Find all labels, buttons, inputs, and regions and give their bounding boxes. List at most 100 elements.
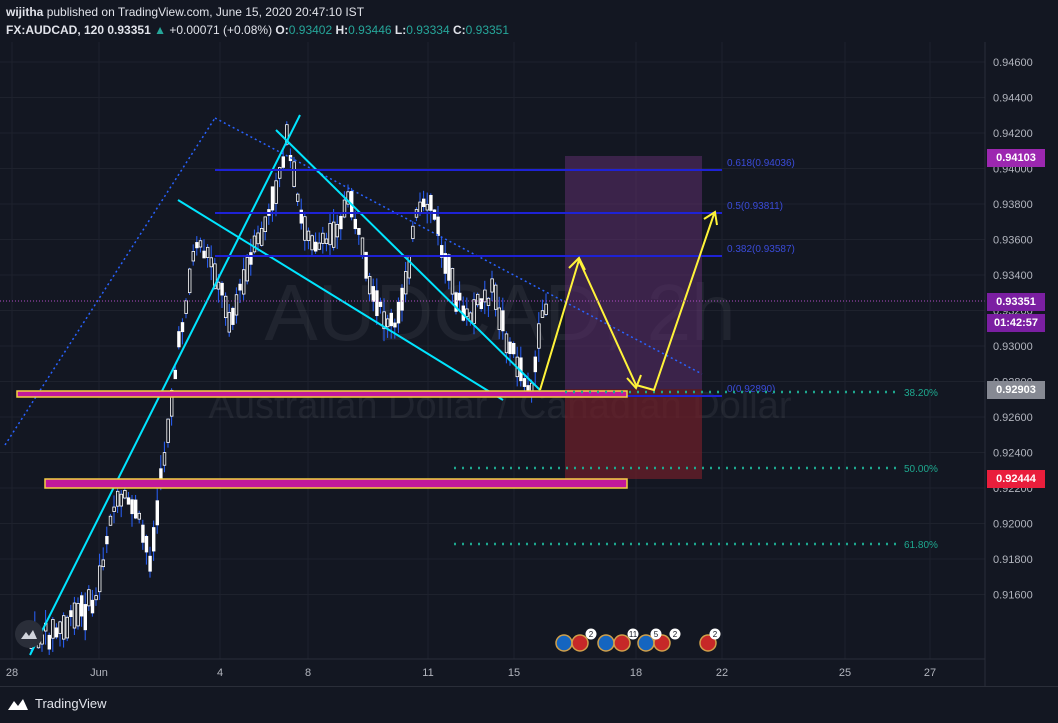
- candle-body: [54, 627, 59, 638]
- candle-body: [493, 284, 498, 310]
- retracement-label: 38.20%: [904, 388, 938, 399]
- candle-body: [94, 595, 98, 601]
- last-price: 0.93351: [107, 23, 151, 37]
- event-flag-icon[interactable]: [613, 634, 631, 652]
- economic-events-row[interactable]: 2 11 5 2 2: [555, 628, 721, 652]
- candle-body: [475, 293, 480, 306]
- candle-body: [544, 303, 548, 315]
- candle-body: [76, 603, 80, 627]
- candle-body: [508, 341, 512, 355]
- candle-body: [123, 490, 127, 499]
- drawings-layer[interactable]: 0.618(0.94036) 0.5(0.93811) 0.382(0.93587)…: [0, 114, 985, 656]
- candle-body: [321, 232, 325, 244]
- event-flag-icon[interactable]: [571, 634, 589, 652]
- candle-body: [292, 161, 296, 187]
- candle-body: [454, 292, 458, 312]
- price-tick-label: 0.94200: [993, 128, 1033, 140]
- candle-body: [425, 203, 429, 211]
- projection-path-arrow[interactable]: [539, 213, 715, 392]
- event-flag-icon[interactable]: [555, 634, 573, 652]
- event-count: 11: [629, 630, 638, 639]
- candle-body: [504, 333, 509, 354]
- target-zone[interactable]: [565, 156, 702, 389]
- support-zone-upper[interactable]: [16, 390, 628, 398]
- candle-body: [198, 240, 203, 248]
- price-change: +0.00071 (+0.08%): [169, 23, 273, 37]
- candle-body: [87, 589, 91, 607]
- candlestick-series: [29, 121, 548, 655]
- dotted-channel-line-right[interactable]: [214, 117, 703, 375]
- retracement-label: 50.00%: [904, 464, 938, 475]
- price-tick-label: 0.93800: [993, 199, 1033, 211]
- candle-body: [234, 294, 239, 316]
- candle-body: [112, 506, 116, 512]
- candle-body: [447, 254, 451, 281]
- tradingview-logo[interactable]: TradingView: [7, 696, 107, 711]
- candle-body: [162, 452, 167, 466]
- candle-body: [303, 216, 307, 241]
- candle-body: [274, 180, 278, 204]
- candle-body: [101, 559, 105, 568]
- event-flag-icon[interactable]: [699, 634, 717, 652]
- falling-trendline-upper[interactable]: [275, 129, 541, 391]
- close-label: C:: [452, 23, 466, 37]
- candle-body: [357, 227, 361, 235]
- rising-trendline[interactable]: [29, 114, 301, 656]
- candle-body: [443, 253, 447, 274]
- time-tick-label: Jun: [90, 667, 108, 679]
- candle-body: [259, 228, 264, 246]
- falling-trendline-lower[interactable]: [177, 199, 504, 401]
- retracement-levels[interactable]: 38.20% 50.00% 61.80%: [454, 388, 938, 551]
- price-tick-label: 0.91600: [993, 590, 1033, 602]
- candle-body: [486, 297, 491, 306]
- candle-body: [116, 490, 120, 507]
- time-tick-label: 8: [305, 667, 311, 679]
- event-count: 5: [654, 630, 659, 639]
- published-text: published on TradingView.com, June 15, 2…: [46, 5, 365, 19]
- tradingview-badge-icon[interactable]: [15, 620, 43, 648]
- stop-zone[interactable]: [565, 389, 702, 479]
- candle-body: [270, 186, 275, 211]
- candle-body: [490, 278, 494, 293]
- publisher-name[interactable]: wijitha: [6, 5, 44, 19]
- candle-body: [58, 621, 62, 634]
- candle-body: [342, 199, 347, 218]
- change-up-icon: ▲: [154, 23, 166, 37]
- candle-body: [148, 555, 152, 572]
- candle-body: [533, 356, 537, 373]
- time-tick-label: 25: [839, 667, 851, 679]
- candle-body: [299, 209, 303, 224]
- candle-body: [252, 235, 257, 253]
- candle-body: [227, 312, 231, 333]
- support-zone-lower[interactable]: [44, 478, 628, 489]
- long-position-tool[interactable]: [565, 156, 702, 479]
- fib-label: 0.5(0.93811): [727, 201, 783, 212]
- candle-body: [472, 299, 476, 324]
- candle-body: [249, 252, 253, 265]
- candle-body: [411, 225, 415, 239]
- candle-body: [295, 193, 300, 202]
- candle-body: [62, 615, 66, 640]
- publisher-line: wijitha published on TradingView.com, Ju…: [6, 5, 364, 19]
- symbol-label[interactable]: FX:AUDCAD, 120: [6, 23, 105, 37]
- candle-body: [540, 310, 545, 318]
- candle-body: [277, 167, 282, 179]
- bar-countdown-tag: 01:42:57: [987, 314, 1045, 332]
- candle-body: [72, 602, 77, 629]
- candle-body: [306, 230, 311, 242]
- time-axis[interactable]: 28 Jun 4 8 11 15 18 22 25 27: [6, 667, 936, 679]
- event-flag-icon[interactable]: [597, 634, 615, 652]
- candle-body: [339, 215, 343, 230]
- candle-body: [119, 493, 123, 507]
- price-tick-label: 0.93600: [993, 235, 1033, 247]
- chart-header: wijitha published on TradingView.com, Ju…: [0, 0, 1058, 42]
- candle-body: [166, 418, 170, 443]
- candle-body: [457, 292, 462, 301]
- candle-body: [396, 301, 401, 324]
- candle-body: [331, 221, 336, 248]
- time-tick-label: 22: [716, 667, 728, 679]
- price-axis[interactable]: 0.946000.944000.942000.940000.938000.936…: [993, 57, 1033, 602]
- event-flag-icon[interactable]: [637, 634, 655, 652]
- event-count: 2: [589, 630, 594, 639]
